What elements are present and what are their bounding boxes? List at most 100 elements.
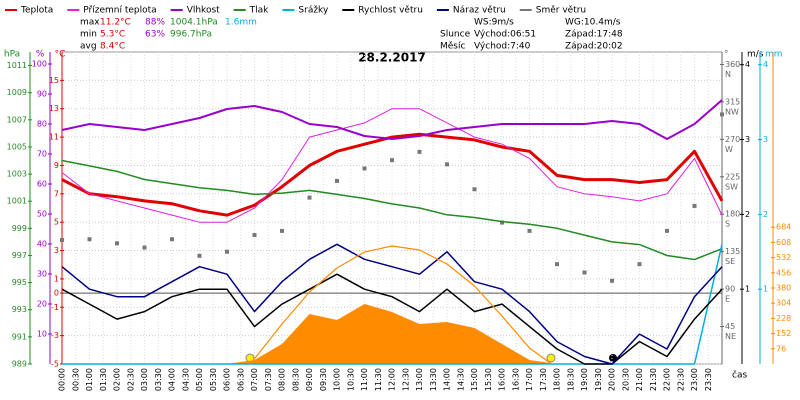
x-tick-label: 23:00 (690, 368, 699, 391)
x-axis-label: čas (732, 370, 747, 381)
y-tick-label: 225 (725, 172, 740, 181)
y-tick-label: 80 (37, 120, 47, 129)
x-tick-label: 23:30 (704, 368, 713, 391)
x-tick-label: 05:00 (195, 368, 204, 391)
compass-label: S (725, 220, 730, 229)
legend-label: Teplota (20, 6, 53, 16)
chart-title: 28.2.2017 (358, 51, 426, 65)
y-tick-label: 1 (763, 285, 768, 294)
stat-text: 63% (145, 30, 165, 40)
y-tick-label: 1009 (7, 88, 27, 97)
y-tick-label: 1007 (7, 115, 27, 124)
y-tick-label: 15 (49, 76, 59, 85)
x-tick-label: 01:00 (85, 368, 94, 391)
legend-label: Přízemní teplota (83, 6, 156, 16)
legend-label: Rychlost větru (358, 6, 423, 16)
astro-text: Slunce (440, 30, 471, 40)
x-tick-label: 00:00 (58, 368, 67, 391)
y-tick-label: 993 (12, 305, 27, 314)
y-tick-label: 1005 (7, 142, 27, 151)
y-tick-label: 315 (725, 97, 740, 106)
stat-text: 88% (145, 18, 165, 28)
series-line (61, 108, 723, 223)
y-tick-label: 0 (54, 289, 59, 298)
y-tick-label: 2 (763, 210, 768, 219)
legend-label: Vlhkost (187, 6, 220, 16)
y-tick-label: 5 (54, 218, 59, 227)
direction-point (115, 241, 119, 246)
series-line (61, 159, 723, 261)
x-tick-label: 12:30 (401, 368, 410, 391)
direction-point (362, 166, 367, 171)
x-tick-label: 00:30 (71, 368, 80, 391)
series-line (61, 132, 724, 217)
y-tick-label: 380 (776, 284, 791, 293)
direction-point (170, 237, 174, 242)
direction-point (307, 195, 312, 200)
y-tick-label: 11 (49, 133, 59, 142)
y-tick-label: 100 (32, 60, 47, 69)
x-tick-label: 08:00 (278, 368, 287, 391)
y-tick-label: 9 (54, 161, 59, 170)
y-tick-label: 45 (725, 322, 735, 331)
series-line (61, 243, 723, 365)
compass-label: W (725, 145, 733, 154)
y-tick-label: 4 (763, 60, 768, 69)
x-tick-label: 22:30 (676, 368, 685, 391)
x-tick-label: 20:00 (608, 368, 617, 391)
x-tick-label: 10:30 (346, 368, 355, 391)
y-tick-label: 13 (49, 104, 59, 113)
x-tick-label: 03:30 (154, 368, 163, 391)
x-tick-label: 10:00 (333, 368, 342, 391)
series-line (249, 245, 552, 365)
y-tick-label: 3 (745, 135, 750, 144)
x-tick-label: 19:30 (594, 368, 603, 391)
direction-point (527, 228, 532, 233)
y-tick-label: 180 (725, 210, 740, 219)
x-tick-label: 07:30 (264, 368, 273, 391)
direction-point (472, 187, 477, 192)
compass-label: SW (725, 182, 738, 191)
stat-text: 1004.1hPa (170, 18, 218, 28)
y-tick-label: 1 (54, 274, 59, 283)
y-tick-label: 456 (776, 268, 791, 277)
y-tick-label: 50 (37, 210, 47, 219)
stat-text: 8.4°C (100, 42, 125, 52)
x-tick-label: 13:30 (429, 368, 438, 391)
x-tick-label: 14:30 (456, 368, 465, 391)
y-tick-label: 76 (776, 344, 786, 353)
x-tick-label: 16:30 (511, 368, 520, 391)
direction-point (87, 237, 92, 242)
y-tick-label: 10 (37, 330, 47, 339)
y-tick-label: 997 (12, 251, 27, 260)
y-tick-label: 90 (725, 285, 735, 294)
direction-point (582, 270, 587, 275)
legend-label: Směr větru (536, 6, 586, 16)
x-tick-label: 14:00 (443, 368, 452, 391)
y-tick-label: 2 (745, 210, 750, 219)
direction-point (60, 238, 64, 243)
y-tick-label: 991 (12, 332, 27, 341)
x-tick-label: 20:30 (621, 368, 630, 391)
direction-point (637, 262, 642, 267)
sunset-marker (546, 353, 556, 363)
x-tick-label: 22:00 (663, 368, 672, 391)
direction-point (197, 253, 202, 258)
y-tick-label: 30 (37, 270, 47, 279)
x-tick-label: 02:30 (126, 368, 135, 391)
y-tick-label: 989 (12, 360, 27, 369)
axis-unit: % (36, 50, 45, 60)
y-tick-label: 270 (725, 135, 740, 144)
radiation-area (62, 304, 722, 364)
y-tick-label: -5 (51, 360, 59, 369)
y-tick-label: 684 (776, 223, 791, 232)
y-tick-label: 228 (776, 314, 791, 323)
stat-text: avg (80, 42, 97, 52)
stat-text: 1.6mm (225, 18, 257, 28)
x-tick-label: 05:30 (209, 368, 218, 391)
compass-label: SE (725, 257, 735, 266)
direction-point (610, 278, 614, 283)
x-tick-label: 04:00 (168, 368, 177, 391)
legend-label: Náraz větru (453, 6, 506, 16)
